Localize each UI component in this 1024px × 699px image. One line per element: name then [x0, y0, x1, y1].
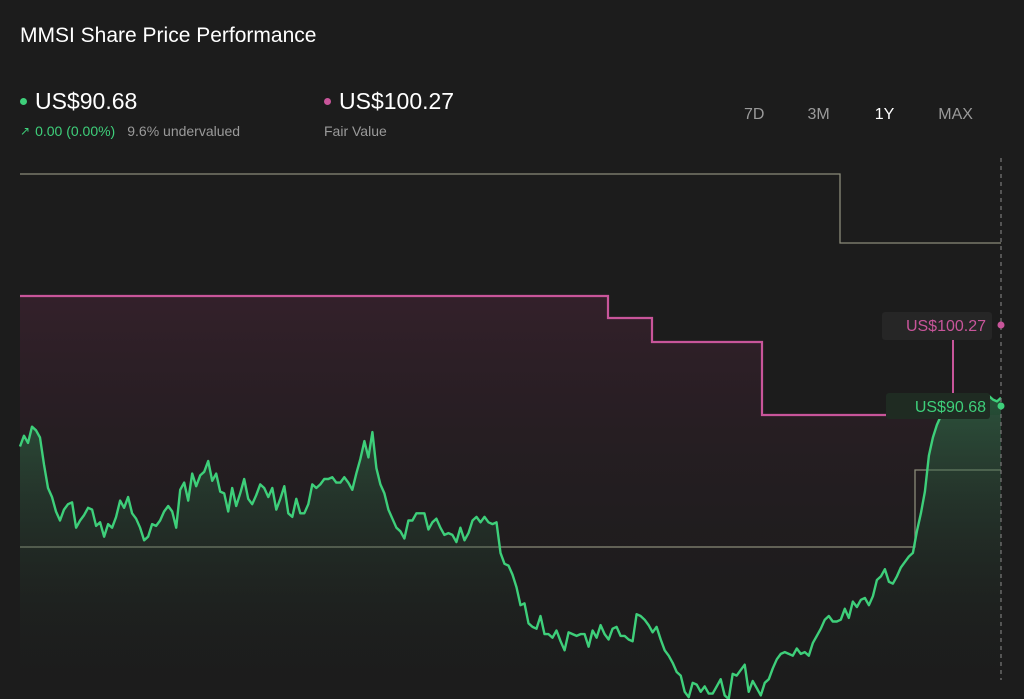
fair-value-block: US$100.27 Fair Value — [324, 88, 454, 139]
fair-value-dot — [324, 98, 331, 105]
fair-value-series-line — [20, 294, 890, 417]
fair-value-tag-bg — [882, 312, 992, 340]
chart-title: MMSI Share Price Performance — [20, 24, 317, 47]
arrow-up-right-icon: ↗ — [20, 124, 31, 138]
tab-3m[interactable]: 3M — [807, 106, 830, 123]
price-end-dot — [997, 402, 1005, 410]
price-change-value: 0.00 (0.00%) — [35, 123, 116, 139]
price-tag-bg — [886, 393, 990, 419]
fair-value-label: Fair Value — [324, 123, 387, 139]
reference-line-upper — [20, 173, 1001, 244]
current-price-block: US$90.68 ↗ 0.00 (0.00%) 9.6% undervalued — [20, 88, 240, 139]
tab-7d[interactable]: 7D — [744, 106, 765, 123]
fair-value-value: US$100.27 — [339, 88, 455, 114]
undervalued-note: 9.6% undervalued — [127, 123, 241, 139]
price-area — [20, 394, 1001, 699]
time-range-tabs: 7D 3M 1Y MAX — [730, 104, 973, 126]
fair-value-end-dot — [997, 321, 1005, 329]
current-price-value: US$90.68 — [35, 88, 138, 114]
tab-1y[interactable]: 1Y — [874, 106, 895, 123]
price-change: ↗ 0.00 (0.00%) — [20, 123, 115, 139]
fair-value-end-label: US$100.27 — [906, 318, 986, 335]
price-series-line — [18, 393, 1002, 699]
tab-max[interactable]: MAX — [938, 106, 973, 123]
price-end-label: US$90.68 — [915, 399, 986, 416]
current-price-dot — [20, 98, 27, 105]
